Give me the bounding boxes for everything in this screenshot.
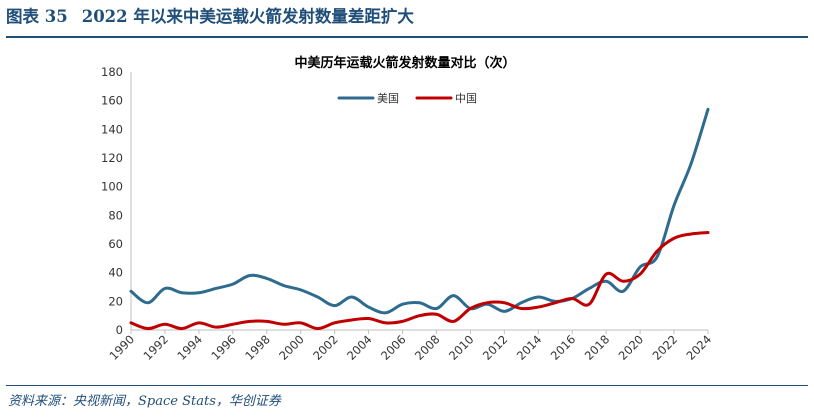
y-tick-label: 0 bbox=[116, 323, 123, 337]
x-tick-label: 2022 bbox=[650, 332, 681, 363]
y-axis: 0 20 40 60 80 100 120 140 160 180 bbox=[101, 65, 132, 337]
chart-title: 中美历年运载火箭发射数量对比（次） bbox=[294, 55, 515, 71]
x-tick-label: 2010 bbox=[446, 332, 477, 363]
footer-rule bbox=[6, 385, 808, 386]
x-tick-label: 2002 bbox=[310, 332, 341, 363]
x-tick-label: 2006 bbox=[378, 332, 409, 363]
x-tick-label: 2018 bbox=[582, 332, 613, 363]
x-tick-label: 2020 bbox=[616, 332, 647, 363]
x-tick-label: 1992 bbox=[140, 332, 171, 363]
x-tick-label: 1990 bbox=[107, 332, 138, 363]
x-tick-label: 2008 bbox=[412, 332, 443, 363]
chart-legend: 美国 中国 bbox=[337, 92, 477, 105]
figure-header: 图表 35 2022 年以来中美运载火箭发射数量差距扩大 bbox=[6, 4, 808, 30]
figure-number: 图表 35 bbox=[6, 7, 68, 26]
y-tick-label: 140 bbox=[101, 122, 123, 136]
y-tick-label: 100 bbox=[101, 180, 123, 194]
x-axis: 1990 1992 1994 1996 1998 2000 2002 2004 2006 2008… bbox=[107, 329, 715, 363]
y-tick-label: 120 bbox=[101, 151, 123, 165]
y-tick-label: 160 bbox=[101, 94, 123, 108]
figure-title-text: 2022 年以来中美运载火箭发射数量差距扩大 bbox=[81, 7, 414, 26]
source-note: 资料来源：央视新闻，Space Stats，华创证券 bbox=[8, 394, 281, 409]
line-chart: 中美历年运载火箭发射数量对比（次） 美国 中国 0 20 40 60 80 100 120 14… bbox=[101, 55, 715, 363]
y-tick-label: 80 bbox=[108, 208, 123, 222]
series-line-china bbox=[129, 231, 710, 331]
series-line-usa bbox=[129, 107, 710, 315]
y-tick-label: 180 bbox=[101, 65, 123, 79]
legend-label-usa: 美国 bbox=[377, 92, 399, 105]
y-tick-label: 40 bbox=[108, 266, 123, 280]
x-tick-label: 2016 bbox=[548, 332, 579, 363]
x-tick-label: 1998 bbox=[242, 332, 273, 363]
x-tick-label: 2024 bbox=[684, 332, 715, 363]
plot-area bbox=[129, 107, 710, 331]
header-rule bbox=[6, 36, 808, 38]
x-tick-label: 1996 bbox=[208, 332, 239, 363]
x-tick-label: 2012 bbox=[480, 332, 511, 363]
legend-label-china: 中国 bbox=[455, 92, 477, 105]
x-tick-label: 2000 bbox=[276, 332, 307, 363]
y-tick-label: 60 bbox=[108, 237, 123, 251]
x-tick-label: 1994 bbox=[174, 332, 205, 363]
x-tick-label: 2004 bbox=[344, 332, 375, 363]
figure-title: 图表 35 2022 年以来中美运载火箭发射数量差距扩大 bbox=[6, 4, 808, 30]
y-tick-label: 20 bbox=[108, 294, 123, 308]
x-tick-label: 2014 bbox=[514, 332, 545, 363]
